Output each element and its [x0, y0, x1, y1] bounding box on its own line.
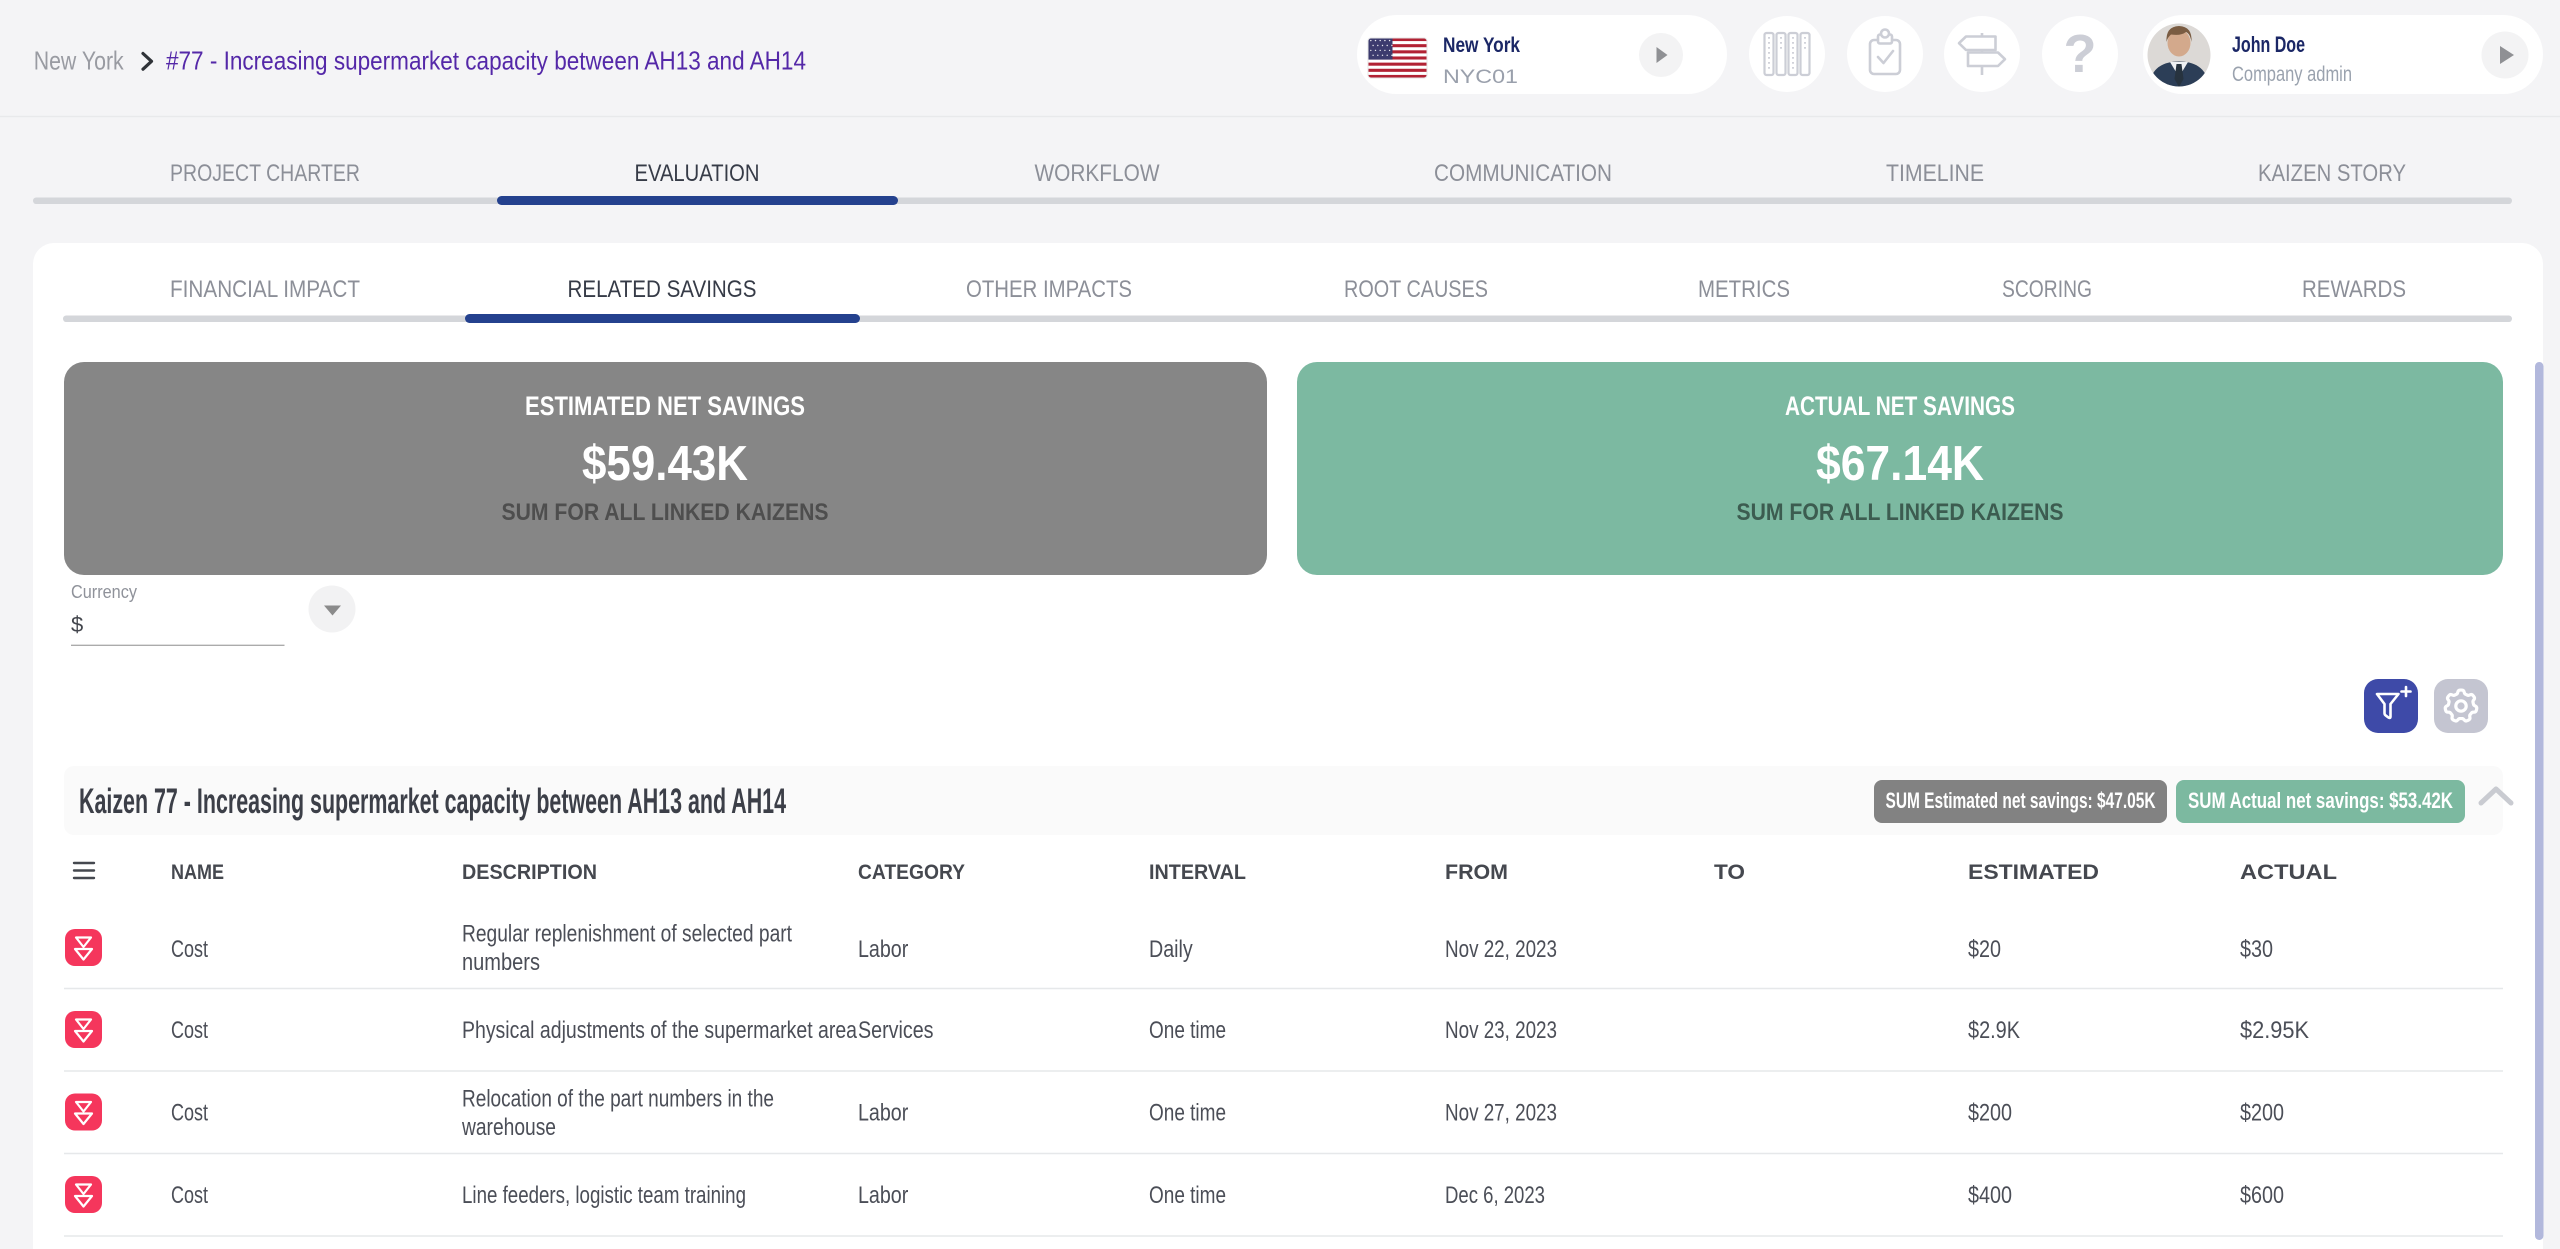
svg-text:ESTIMATED NET SAVINGS: ESTIMATED NET SAVINGS: [525, 391, 805, 421]
svg-text:#77 - Increasing supermarket c: #77 - Increasing supermarket capacity be…: [166, 46, 806, 76]
svg-text:Cost: Cost: [171, 936, 208, 963]
svg-text:REWARDS: REWARDS: [2302, 276, 2406, 303]
svg-text:DESCRIPTION: DESCRIPTION: [462, 861, 597, 884]
svg-text:Labor: Labor: [858, 936, 908, 963]
svg-text:Nov 27, 2023: Nov 27, 2023: [1445, 1100, 1557, 1127]
svg-text:Daily: Daily: [1149, 936, 1193, 963]
svg-text:Cost: Cost: [171, 1017, 208, 1044]
svg-text:NYC01: NYC01: [1443, 66, 1518, 88]
svg-text:Labor: Labor: [858, 1100, 908, 1127]
svg-text:WORKFLOW: WORKFLOW: [1035, 160, 1160, 187]
svg-text:PROJECT CHARTER: PROJECT CHARTER: [170, 160, 360, 187]
svg-text:RELATED SAVINGS: RELATED SAVINGS: [568, 276, 757, 303]
svg-text:One time: One time: [1149, 1182, 1226, 1209]
svg-text:METRICS: METRICS: [1698, 276, 1790, 303]
svg-text:SCORING: SCORING: [2002, 276, 2092, 303]
svg-text:SUM FOR ALL LINKED KAIZENS: SUM FOR ALL LINKED KAIZENS: [502, 499, 829, 526]
svg-text:FROM: FROM: [1445, 861, 1508, 884]
svg-text:$59.43K: $59.43K: [582, 437, 748, 491]
svg-text:Company admin: Company admin: [2232, 63, 2352, 86]
svg-text:numbers: numbers: [462, 949, 540, 976]
svg-text:KAIZEN STORY: KAIZEN STORY: [2258, 160, 2406, 187]
svg-text:$400: $400: [1968, 1182, 2012, 1209]
svg-text:Line feeders, logistic team tr: Line feeders, logistic team training: [462, 1182, 746, 1209]
svg-text:SUM Estimated net savings: $47: SUM Estimated net savings: $47.05K: [1886, 788, 2156, 813]
svg-text:FINANCIAL IMPACT: FINANCIAL IMPACT: [170, 276, 360, 303]
svg-text:warehouse: warehouse: [461, 1114, 556, 1141]
svg-text:$200: $200: [1968, 1100, 2012, 1127]
svg-text:CATEGORY: CATEGORY: [858, 861, 965, 884]
svg-text:$2.9K: $2.9K: [1968, 1017, 2020, 1044]
svg-text:Physical adjustments of the su: Physical adjustments of the supermarket …: [462, 1017, 858, 1044]
svg-text:SUM Actual net savings: $53.42: SUM Actual net savings: $53.42K: [2188, 788, 2453, 813]
svg-text:ESTIMATED: ESTIMATED: [1968, 861, 2099, 884]
svg-text:Labor: Labor: [858, 1182, 908, 1209]
svg-text:Cost: Cost: [171, 1100, 208, 1127]
svg-text:$: $: [71, 612, 83, 637]
svg-text:Nov 22, 2023: Nov 22, 2023: [1445, 936, 1557, 963]
svg-text:Services: Services: [858, 1017, 934, 1044]
svg-text:EVALUATION: EVALUATION: [635, 160, 760, 187]
svg-text:Regular replenishment of selec: Regular replenishment of selected part: [462, 921, 792, 948]
svg-text:One time: One time: [1149, 1017, 1226, 1044]
svg-text:$200: $200: [2240, 1100, 2284, 1127]
svg-text:INTERVAL: INTERVAL: [1149, 861, 1246, 884]
svg-text:SUM FOR ALL LINKED KAIZENS: SUM FOR ALL LINKED KAIZENS: [1737, 499, 2064, 526]
svg-text:$30: $30: [2240, 936, 2273, 963]
svg-text:ACTUAL: ACTUAL: [2240, 861, 2337, 884]
svg-text:$67.14K: $67.14K: [1816, 437, 1984, 491]
svg-text:John Doe: John Doe: [2232, 32, 2305, 57]
svg-text:$20: $20: [1968, 936, 2001, 963]
svg-text:TIMELINE: TIMELINE: [1886, 160, 1984, 187]
svg-text:$2.95K: $2.95K: [2240, 1017, 2309, 1044]
svg-text:Dec 6, 2023: Dec 6, 2023: [1445, 1182, 1545, 1209]
svg-text:NAME: NAME: [171, 861, 224, 884]
svg-text:New York: New York: [1443, 34, 1520, 57]
svg-text:COMMUNICATION: COMMUNICATION: [1434, 160, 1612, 187]
svg-text:$600: $600: [2240, 1182, 2284, 1209]
svg-text:Cost: Cost: [171, 1182, 208, 1209]
svg-text:TO: TO: [1714, 861, 1745, 884]
svg-text:Nov 23, 2023: Nov 23, 2023: [1445, 1017, 1557, 1044]
svg-text:New York: New York: [34, 46, 125, 76]
svg-text:ROOT CAUSES: ROOT CAUSES: [1344, 276, 1488, 303]
svg-text:ACTUAL NET SAVINGS: ACTUAL NET SAVINGS: [1785, 391, 2015, 421]
svg-text:One time: One time: [1149, 1100, 1226, 1127]
svg-text:Kaizen 77 - Increasing superma: Kaizen 77 - Increasing supermarket capac…: [79, 782, 786, 821]
svg-text:Currency: Currency: [71, 582, 137, 602]
svg-text:Relocation of the part numbers: Relocation of the part numbers in the: [462, 1086, 774, 1113]
svg-text:OTHER IMPACTS: OTHER IMPACTS: [966, 276, 1132, 303]
svg-text:?: ?: [2064, 24, 2097, 84]
